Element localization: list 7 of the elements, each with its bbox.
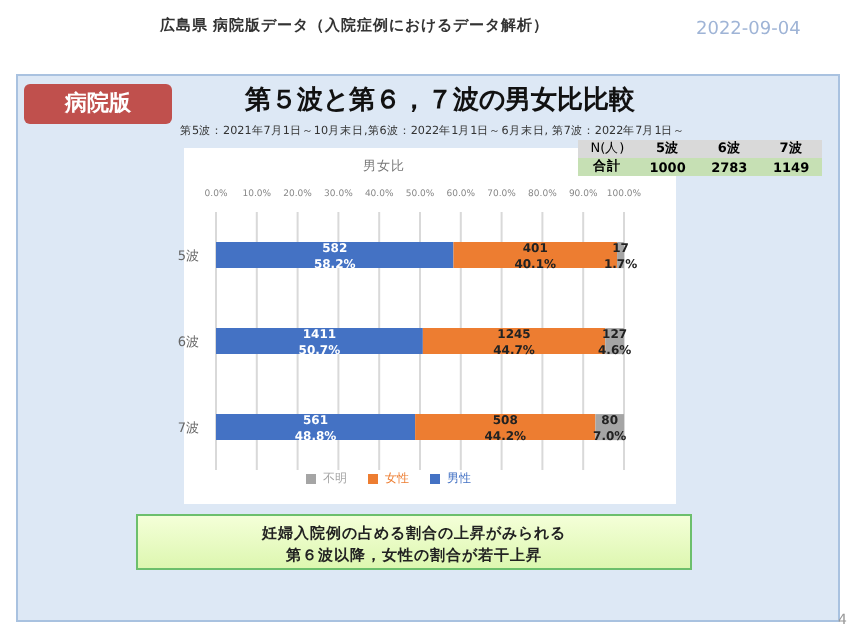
text: 病院版 <box>24 84 172 124</box>
bar <box>216 242 454 269</box>
bar <box>216 328 423 355</box>
bar <box>216 414 416 441</box>
text: 2022-09-04 <box>696 20 801 40</box>
chart-title: 第５波と第６，７波の男女比比較 <box>243 84 637 118</box>
bar <box>415 414 596 441</box>
